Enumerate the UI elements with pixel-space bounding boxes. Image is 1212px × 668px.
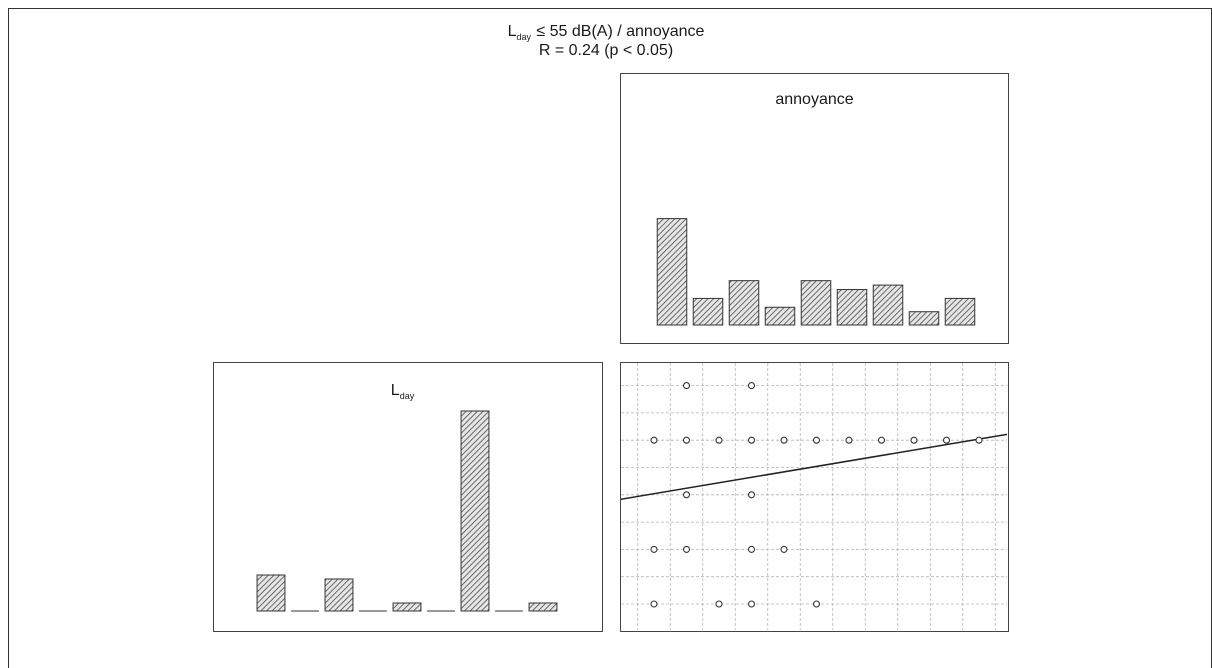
histogram-bar	[872, 284, 904, 326]
histogram-bar	[656, 218, 688, 326]
histogram-bar	[836, 289, 868, 326]
annoyance-histogram-title: annoyance	[775, 91, 854, 108]
scatter-plot-area	[621, 363, 1008, 630]
scatter-plot	[620, 362, 1009, 632]
scatter-point	[942, 436, 951, 444]
figure-title: Lday ≤ 55 dB(A) / annoyance	[507, 23, 705, 42]
annoyance-histogram: annoyance	[620, 73, 1009, 344]
lday-histogram: Lday	[213, 362, 603, 632]
scatter-point	[812, 436, 821, 444]
scatter-point	[715, 600, 723, 608]
histogram-bar	[460, 410, 490, 612]
annoyance-histogram-plot	[656, 218, 976, 326]
lday-histogram-title: Lday	[390, 382, 415, 401]
scatter-point	[747, 436, 756, 444]
scatter-point	[747, 600, 756, 608]
histogram-bar	[800, 280, 832, 326]
figure-frame	[8, 8, 1212, 668]
scatter-point	[910, 436, 918, 444]
scatter-point	[682, 491, 691, 499]
scatter-point	[747, 491, 756, 499]
histogram-bar	[324, 578, 354, 612]
histogram-bar	[908, 311, 940, 326]
regression-line	[621, 433, 1008, 500]
histogram-bar	[256, 574, 286, 612]
histogram-bar	[728, 280, 760, 326]
scatter-point	[747, 382, 756, 390]
scatter-point	[682, 382, 691, 390]
scatter-point	[780, 436, 788, 444]
scatter-point	[715, 436, 723, 444]
scatter-point	[747, 545, 756, 553]
histogram-bar	[764, 306, 796, 326]
scatter-point	[650, 436, 658, 444]
figure-stats: R = 0.24 (p < 0.05)	[538, 42, 674, 59]
lday-histogram-plot	[256, 410, 558, 612]
scatter-point	[877, 436, 886, 444]
histogram-bar	[528, 602, 558, 612]
histogram-bar	[692, 297, 724, 326]
scatter-point	[650, 545, 658, 553]
scatter-point	[812, 600, 821, 608]
histogram-bar	[392, 602, 422, 612]
scatter-point	[682, 545, 691, 553]
scatter-point	[845, 436, 853, 444]
scatter-point	[975, 436, 983, 444]
scatter-point	[682, 436, 691, 444]
histogram-bar	[944, 297, 976, 326]
scatter-point	[650, 600, 658, 608]
scatter-point	[780, 545, 788, 553]
